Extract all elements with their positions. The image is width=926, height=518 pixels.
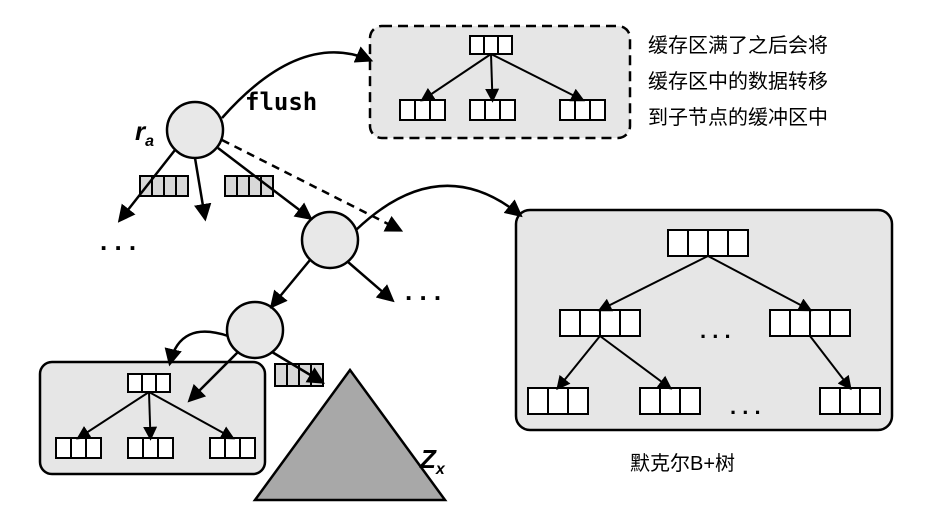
ellipsis: . . .: [100, 226, 136, 256]
ellipsis: . . .: [700, 318, 731, 343]
arrow-n1-to-merkle: [356, 186, 520, 230]
explain-line-3: 到子节点的缓冲区中: [648, 106, 828, 129]
label-zx: Zx: [419, 444, 446, 478]
left-tree-leaf: [128, 438, 173, 458]
label-flush: flush: [245, 88, 317, 116]
explain-line-2: 缓存区中的数据转移: [648, 70, 828, 93]
node-internal-1: [302, 212, 358, 268]
label-ra: ra: [135, 116, 154, 150]
node-internal-2: [227, 302, 283, 358]
bplus-root: [668, 230, 748, 256]
buffer-ra-right: [225, 176, 273, 196]
flush-tree-leaf: [470, 100, 515, 120]
bplus-mid: [770, 310, 850, 336]
arrow-ra-child-m: [195, 158, 205, 218]
explain-line-1: 缓存区满了之后会将: [648, 34, 828, 57]
ellipsis: . . .: [405, 276, 441, 306]
left-tree-leaf: [56, 438, 101, 458]
ellipsis: . . .: [730, 394, 761, 419]
arrow-n2-to-leftbox: [170, 332, 228, 363]
node-ra: [167, 102, 223, 158]
left-tree-leaf: [210, 438, 255, 458]
diagram-canvas: . . . . . . . . . . . . ra flush Zx 默克尔B+树 缓存区满了…: [0, 0, 926, 518]
bplus-leaf: [528, 388, 588, 414]
subtree-triangle: [255, 370, 445, 500]
left-tree-root: [128, 374, 170, 392]
arrow-n1-child-r: [348, 262, 392, 300]
flush-tree-root: [470, 36, 512, 54]
arrow-n1-child-l: [272, 260, 310, 306]
bplus-leaf: [640, 388, 700, 414]
flush-tree-leaf: [560, 100, 605, 120]
bplus-mid: [560, 310, 640, 336]
flush-tree-leaf: [400, 100, 445, 120]
bplus-leaf: [820, 388, 880, 414]
label-merkle: 默克尔B+树: [630, 452, 735, 475]
